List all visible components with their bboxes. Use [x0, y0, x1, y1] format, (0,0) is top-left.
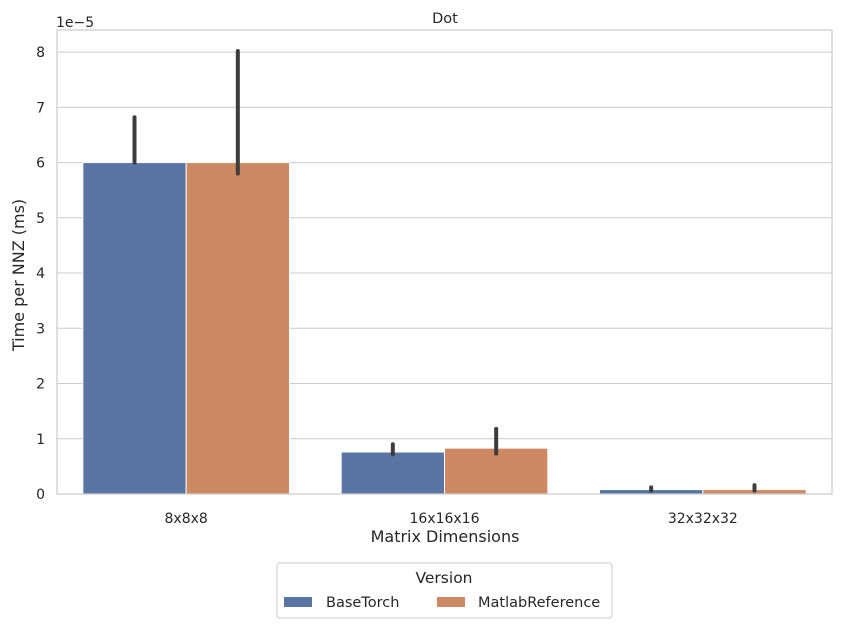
- bar-basetorch-8x8x8: [82, 162, 187, 495]
- bar-basetorch-16x16x16: [340, 451, 445, 495]
- y-tick-label: 8: [36, 45, 45, 61]
- bar-matlabreference-8x8x8: [185, 162, 291, 495]
- legend: Version BaseTorch MatlabReference: [276, 562, 613, 619]
- legend-frame: [276, 562, 613, 619]
- y-tick-label: 3: [36, 321, 45, 337]
- y-tick-label: 7: [36, 100, 45, 116]
- x-tick-label: 16x16x16: [409, 511, 479, 527]
- y-scale-label: 1e−5: [56, 15, 94, 31]
- y-tick-label: 5: [36, 211, 45, 227]
- legend-label-basetorch: BaseTorch: [326, 595, 399, 611]
- plot-frame: [56, 29, 833, 495]
- x-tick-label: 32x32x32: [668, 511, 738, 527]
- y-tick-label: 2: [36, 377, 45, 393]
- legend-title: Version: [416, 569, 473, 587]
- x-tick-label: 8x8x8: [165, 511, 208, 527]
- legend-label-matlabreference: MatlabReference: [478, 595, 600, 611]
- y-axis-label: Time per NNZ (ms): [9, 199, 28, 352]
- plot-area: 0 1 2 3 4 5 6 7 8 8x8x8 16x16x16 32x32x32: [36, 29, 833, 527]
- y-tick-label: 1: [36, 432, 45, 448]
- y-tick-label: 4: [36, 266, 45, 282]
- legend-swatch-basetorch: [284, 597, 312, 607]
- legend-swatch-matlabreference: [437, 597, 465, 607]
- chart-title: Dot: [432, 11, 458, 27]
- x-axis-label: Matrix Dimensions: [371, 527, 520, 546]
- y-tick-label: 6: [36, 156, 45, 172]
- y-tick-label: 0: [36, 487, 45, 503]
